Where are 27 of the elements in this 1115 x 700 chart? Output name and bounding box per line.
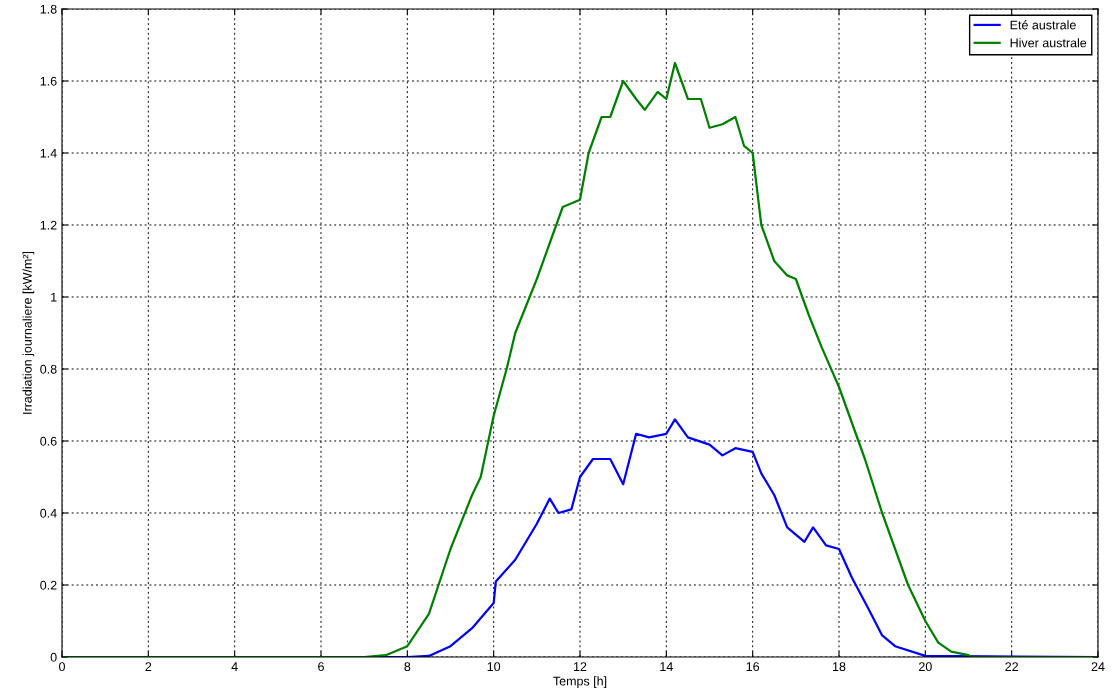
y-tick-label: 1 [51,292,57,302]
y-tick-label: 1.8 [40,4,57,14]
y-tick-label: 1.6 [40,76,57,86]
y-tick-label: 0.4 [40,508,57,518]
y-tick-label: 0 [50,652,57,662]
x-tick-label: 14 [660,662,673,671]
legend-label: Eté australe [1010,20,1076,30]
y-tick-label: 0.8 [40,364,57,374]
x-tick-label: 18 [833,662,846,672]
x-tick-label: 10 [487,662,501,672]
x-tick-label: 4 [231,662,238,671]
x-tick-label: 6 [318,662,324,672]
y-tick-label: 0.2 [40,580,57,590]
x-tick-label: 8 [404,662,411,672]
legend-label: Hiver australe [1010,38,1087,48]
x-axis-title: Temps [h] [553,676,607,688]
x-tick-label: 20 [919,662,932,672]
y-tick-label: 1.4 [40,148,57,158]
y-tick-label: 0.6 [40,436,57,446]
x-tick-label: 16 [746,662,760,672]
y-axis-title: Irradiation journaliere [kW/m²] [22,251,35,414]
x-tick-label: 0 [59,662,65,672]
x-tick-label: 22 [1005,662,1018,671]
x-tick-label: 2 [145,662,152,671]
y-tick-label: 1.2 [40,220,57,230]
x-tick-label: 24 [1091,662,1105,671]
x-tick-label: 12 [574,662,587,671]
